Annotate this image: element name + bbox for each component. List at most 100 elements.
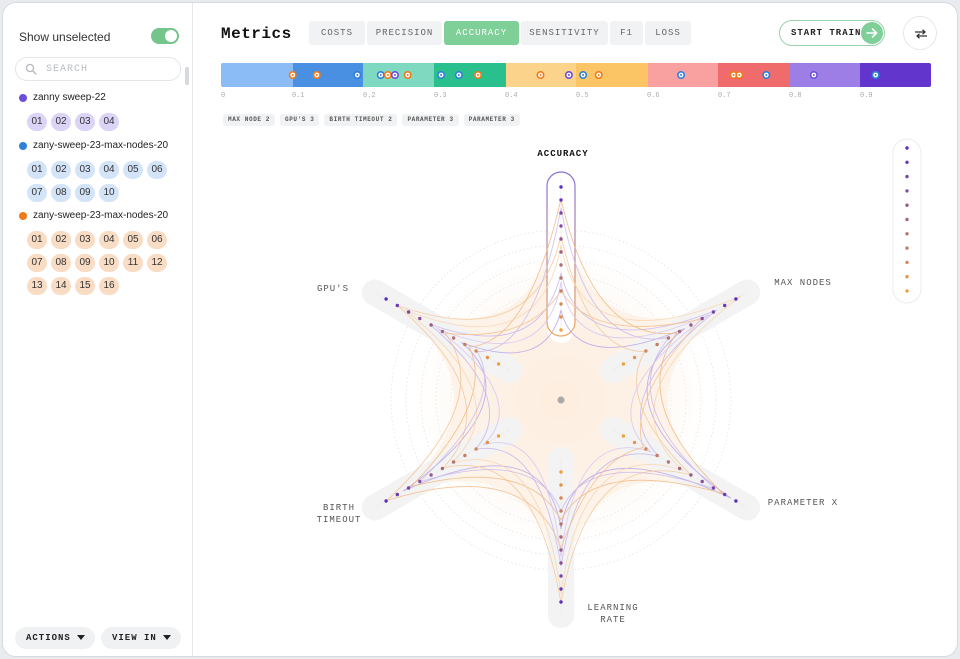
- tab-precision[interactable]: PRECISION: [367, 21, 442, 45]
- radar-run-point[interactable]: [677, 329, 682, 334]
- run-chip[interactable]: 01: [27, 113, 47, 131]
- radar-run-point[interactable]: [700, 316, 704, 321]
- run-chip[interactable]: 06: [147, 231, 167, 249]
- radar-run-point[interactable]: [655, 342, 659, 347]
- radar-run-point[interactable]: [496, 362, 501, 366]
- radar-run-point[interactable]: [734, 499, 738, 503]
- run-chip[interactable]: 03: [75, 231, 95, 249]
- radar-run-point[interactable]: [644, 447, 648, 451]
- run-chip[interactable]: 05: [123, 231, 143, 249]
- radar-run-point[interactable]: [496, 434, 501, 438]
- radar-run-point[interactable]: [440, 329, 445, 334]
- actions-button[interactable]: ACTIONS: [15, 627, 95, 649]
- radar-run-point[interactable]: [559, 548, 563, 552]
- radar-run-point[interactable]: [451, 336, 456, 340]
- radar-run-point[interactable]: [723, 492, 727, 497]
- radar-run-point[interactable]: [632, 440, 637, 445]
- radar-run-point[interactable]: [559, 315, 563, 319]
- radar-run-point[interactable]: [440, 466, 445, 471]
- radar-run-point[interactable]: [384, 499, 388, 503]
- radar-run-point[interactable]: [621, 362, 626, 366]
- radar-run-point[interactable]: [559, 483, 563, 487]
- run-chip[interactable]: 03: [75, 161, 95, 179]
- tab-sensitivity[interactable]: SENSITIVITY: [521, 21, 608, 45]
- radar-run-point[interactable]: [474, 447, 478, 451]
- run-chip[interactable]: 02: [51, 113, 71, 131]
- radar-axis-label[interactable]: BIRTH TIMEOUT: [316, 503, 362, 525]
- radar-run-point[interactable]: [559, 198, 563, 202]
- radar-axis-label[interactable]: ACCURACY: [537, 149, 589, 159]
- radar-run-point[interactable]: [474, 349, 478, 353]
- search-input[interactable]: [46, 61, 171, 78]
- filter-chip[interactable]: PARAMETER 3: [402, 114, 459, 126]
- run-chip[interactable]: 16: [99, 277, 119, 295]
- radar-run-point[interactable]: [689, 323, 693, 327]
- tab-costs[interactable]: COSTS: [309, 21, 365, 45]
- radar-run-point[interactable]: [677, 466, 682, 471]
- run-chip[interactable]: 08: [51, 184, 71, 202]
- radar-run-point[interactable]: [711, 310, 716, 314]
- run-chip[interactable]: 10: [99, 254, 119, 272]
- run-chip[interactable]: 13: [27, 277, 47, 295]
- radar-run-point[interactable]: [559, 276, 563, 280]
- radar-run-point[interactable]: [384, 297, 388, 301]
- radar-run-point[interactable]: [406, 486, 411, 490]
- radar-run-point[interactable]: [689, 473, 693, 477]
- tab-f1[interactable]: F1: [610, 21, 643, 45]
- run-chip[interactable]: 09: [75, 184, 95, 202]
- radar-run-point[interactable]: [723, 303, 727, 308]
- radar-run-point[interactable]: [559, 470, 563, 474]
- radar-run-point[interactable]: [559, 302, 563, 306]
- sweep-name[interactable]: zany-sweep-23-max-nodes-20: [19, 139, 175, 157]
- radar-run-point[interactable]: [559, 224, 563, 228]
- run-chip[interactable]: 12: [147, 254, 167, 272]
- radar-run-point[interactable]: [429, 473, 433, 477]
- filter-chip[interactable]: PARAMETER 3: [463, 114, 520, 126]
- radar-run-point[interactable]: [559, 574, 563, 578]
- sweep-name[interactable]: zany-sweep-23-max-nodes-20: [19, 209, 175, 227]
- radar-run-point[interactable]: [418, 479, 422, 484]
- radar-run-point[interactable]: [429, 323, 433, 327]
- radar-run-point[interactable]: [632, 355, 637, 360]
- run-chip[interactable]: 08: [51, 254, 71, 272]
- radar-run-point[interactable]: [559, 211, 563, 215]
- tab-accuracy[interactable]: ACCURACY: [444, 21, 519, 45]
- radar-run-point[interactable]: [406, 310, 411, 314]
- radar-run-point[interactable]: [559, 535, 563, 539]
- run-chip[interactable]: 04: [99, 113, 119, 131]
- run-chip[interactable]: 07: [27, 254, 47, 272]
- radar-run-point[interactable]: [463, 342, 467, 347]
- view-in-button[interactable]: VIEW IN: [101, 627, 181, 649]
- radar-run-point[interactable]: [559, 509, 563, 513]
- radar-run-point[interactable]: [559, 237, 563, 241]
- radar-run-point[interactable]: [621, 434, 626, 438]
- radar-run-point[interactable]: [395, 303, 399, 308]
- radar-run-point[interactable]: [559, 600, 563, 604]
- radar-run-point[interactable]: [485, 355, 490, 360]
- compare-toggle-button[interactable]: [903, 16, 937, 50]
- radar-run-point[interactable]: [644, 349, 648, 353]
- radar-run-point[interactable]: [559, 587, 563, 591]
- radar-run-point[interactable]: [700, 479, 704, 484]
- radar-run-point[interactable]: [485, 440, 490, 445]
- run-chip[interactable]: 01: [27, 231, 47, 249]
- show-unselected-toggle[interactable]: [151, 28, 179, 44]
- run-chip[interactable]: 03: [75, 113, 95, 131]
- radar-run-point[interactable]: [666, 460, 671, 464]
- run-chip[interactable]: 05: [123, 161, 143, 179]
- radar-axis-label[interactable]: MAX NODES: [774, 278, 832, 288]
- radar-run-point[interactable]: [559, 263, 563, 267]
- accuracy-color-scale[interactable]: [221, 63, 931, 87]
- radar-run-point[interactable]: [559, 185, 563, 189]
- sidebar-scrollbar[interactable]: [185, 67, 189, 85]
- run-chip[interactable]: 02: [51, 231, 71, 249]
- radar-run-point[interactable]: [559, 496, 563, 500]
- radar-chart[interactable]: [3, 3, 958, 657]
- run-chip[interactable]: 09: [75, 254, 95, 272]
- radar-run-point[interactable]: [711, 486, 716, 490]
- radar-run-point[interactable]: [559, 561, 563, 565]
- run-chip[interactable]: 07: [27, 184, 47, 202]
- run-chip[interactable]: 06: [147, 161, 167, 179]
- radar-run-point[interactable]: [463, 453, 467, 458]
- start-train-button[interactable]: START TRAIN: [779, 20, 885, 46]
